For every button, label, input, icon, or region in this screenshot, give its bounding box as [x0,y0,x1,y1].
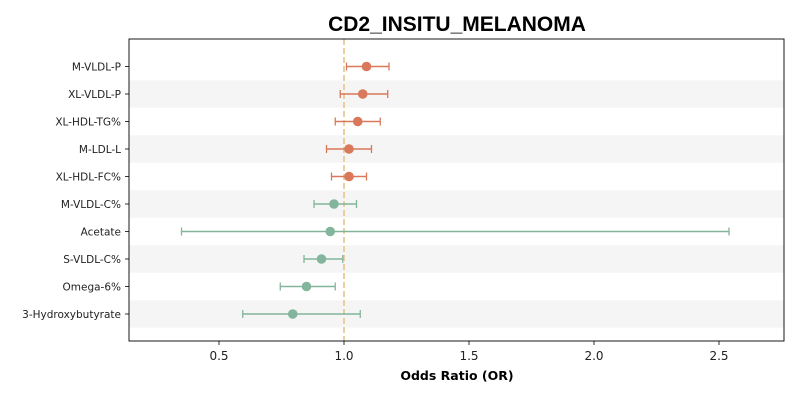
row-band [129,245,784,273]
y-tick-label: Acetate [81,226,121,238]
forest-row-m-ldl-l [325,144,373,154]
y-tick-label: M-VLDL-P [72,61,121,73]
x-tick-label: 1.5 [459,349,478,363]
y-tick-label: Omega-6% [63,281,122,293]
y-axis: M-VLDL-P XL-VLDL-P XL-HDL-TG% M-LDL-L XL-HDL… [22,61,129,321]
or-point [357,89,368,99]
or-point [361,61,372,72]
forest-row-m-vldl-p [345,61,390,72]
or-point [344,171,354,182]
row-band [129,300,784,328]
x-tick-label: 2.0 [584,349,603,363]
y-tick-label: 3-Hydroxybutyrate [22,309,121,321]
x-tick-label: 0.5 [209,349,228,363]
or-point [352,116,363,127]
x-tick-label: 1.0 [334,349,353,363]
forest-row-xl-hdl-tg- [334,116,381,127]
forest-row-m-vldl-c- [313,199,358,209]
y-tick-label: XL-VLDL-P [68,89,121,101]
y-tick-label: XL-HDL-FC% [56,171,121,183]
data-marks [180,61,730,319]
row-bands [129,80,784,328]
plot-frame [128,38,785,342]
y-tick-label: M-LDL-L [79,144,121,156]
forest-row-s-vldl-c- [303,254,344,264]
row-band [129,135,784,163]
or-point [316,254,327,264]
or-point [287,309,298,319]
forest-row-acetate [180,226,730,237]
y-tick-label: M-VLDL-C% [61,199,121,211]
row-band [129,80,784,108]
row-band [129,190,784,218]
or-point [301,281,312,292]
forest-row-omega-6- [279,281,336,292]
or-point [344,144,354,154]
x-axis-label: Odds Ratio (OR) [400,368,513,383]
forest-row-3-hydroxybutyrate [242,309,361,319]
or-point [329,199,339,209]
x-axis: 0.5 1.0 1.5 2.0 2.5 [209,341,729,363]
forest-row-xl-vldl-p [339,89,389,99]
x-tick-label: 2.5 [709,349,728,363]
forest-row-xl-hdl-fc- [330,171,368,182]
y-tick-label: XL-HDL-TG% [55,116,121,128]
or-point [325,226,336,237]
chart-title: CD2_INSITU_MELANOMA [328,13,586,36]
y-tick-label: S-VLDL-C% [63,254,121,266]
